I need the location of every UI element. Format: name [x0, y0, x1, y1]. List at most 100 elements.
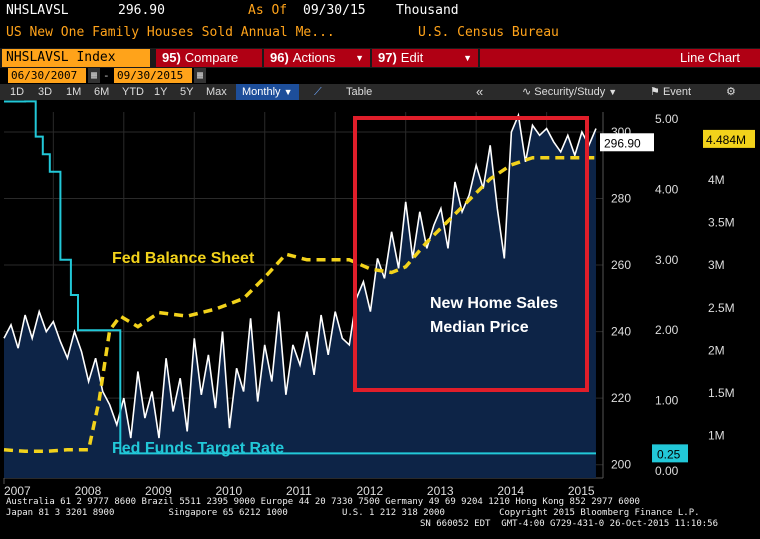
- price-axis-tick: 4M: [708, 173, 725, 187]
- series-layer: [3, 100, 597, 479]
- footer-line-2: Japan 81 3 3201 8900 Singapore 65 6212 1…: [6, 508, 700, 518]
- sales-area: [4, 115, 596, 479]
- sales-axis-tick: 200: [611, 458, 631, 472]
- date-dash: -: [103, 69, 110, 82]
- end-calendar-icon[interactable]: ▦: [194, 68, 206, 83]
- frequency-value: Monthly: [242, 86, 281, 98]
- price-chart: 2007 2008 2009 2010 2011 2012 2013 2014 2015 200…: [3, 100, 755, 496]
- range-max[interactable]: Max: [206, 86, 227, 98]
- as-of-label: As Of: [248, 3, 288, 18]
- rate-last-box: [652, 444, 688, 463]
- frequency-select[interactable]: Monthly ▼: [236, 84, 299, 100]
- footer: Australia 61 2 9777 8600 Brazil 5511 239…: [0, 496, 760, 539]
- fed-funds-label: Fed Funds Target Rate: [112, 440, 284, 457]
- edit-label: Edit: [400, 50, 424, 65]
- y-axes: 2002202402602803000.001.002.003.004.005.…: [611, 112, 735, 478]
- table-button[interactable]: Table: [346, 86, 373, 98]
- end-date[interactable]: 09/30/2015: [114, 68, 192, 83]
- compare-button[interactable]: 95) Compare: [156, 49, 262, 67]
- actions-button[interactable]: 96) Actions ▼: [264, 49, 370, 67]
- footer-line-1: Australia 61 2 9777 8600 Brazil 5511 239…: [6, 497, 640, 507]
- start-calendar-icon[interactable]: ▦: [88, 68, 100, 83]
- x-tick-label: 2009: [145, 484, 172, 496]
- x-tick-label: 2015: [568, 484, 595, 496]
- sales-line: [3, 112, 597, 439]
- compare-label: Compare: [184, 50, 239, 65]
- start-date[interactable]: 06/30/2007: [8, 68, 86, 83]
- x-tick-label: 2007: [4, 484, 31, 496]
- x-tick-label: 2014: [497, 484, 524, 496]
- x-tick-label: 2010: [216, 484, 243, 496]
- header-row-1: NHSLAVSL 296.90 As Of 09/30/15 Thousand: [0, 0, 760, 22]
- sales-axis-tick: 260: [611, 258, 631, 272]
- range-1d[interactable]: 1D: [10, 86, 25, 98]
- x-tick-label: 2011: [286, 484, 312, 496]
- last-value: 296.90: [118, 3, 165, 18]
- balance-axis-tick: 3.00: [655, 253, 679, 267]
- frequency-caret-icon: ▼: [283, 87, 293, 97]
- collapse-button[interactable]: «: [476, 84, 484, 99]
- compare-key: 95): [162, 50, 181, 65]
- security-study-caret-icon: ▼: [608, 87, 618, 97]
- last-value-labels: 296.90 4.484M 0.25: [600, 129, 755, 463]
- sales-last-value: 296.90: [604, 136, 641, 150]
- price-last-value: 4.484M: [706, 133, 746, 147]
- footer-line-3: SN 660052 EDT GMT-4:00 G729-431-0 26-Oct…: [420, 519, 719, 529]
- security-study-button[interactable]: ∿ Security/Study ▼: [522, 84, 617, 100]
- range-1m[interactable]: 1M: [66, 86, 82, 98]
- range-3d[interactable]: 3D: [38, 86, 53, 98]
- edit-key: 97): [378, 50, 397, 65]
- edit-caret-icon: ▼: [463, 53, 472, 63]
- x-tick-label: 2008: [75, 484, 102, 496]
- study-chart-icon: ∿: [522, 86, 532, 98]
- chart-type-button[interactable]: Line Chart: [480, 49, 760, 67]
- actions-label: Actions: [292, 50, 336, 65]
- units: Thousand: [396, 3, 459, 18]
- event-label: Event: [662, 86, 692, 98]
- sales-axis-tick: 280: [611, 192, 631, 206]
- price-last-box: [703, 129, 755, 148]
- x-tick-label: 2013: [427, 484, 454, 496]
- rate-last-value: 0.25: [657, 447, 681, 461]
- actions-key: 96): [270, 50, 289, 65]
- fed-funds-line: [4, 100, 596, 455]
- sales-axis-tick: 240: [611, 325, 631, 339]
- edit-button[interactable]: 97) Edit ▼: [372, 49, 478, 67]
- event-button[interactable]: ⚑ Event: [650, 84, 691, 100]
- balance-axis-tick: 5.00: [655, 112, 679, 126]
- range-ytd[interactable]: YTD: [122, 86, 144, 98]
- source: U.S. Census Bureau: [418, 25, 559, 40]
- range-6m[interactable]: 6M: [94, 86, 110, 98]
- ticker: NHSLAVSL: [6, 3, 69, 18]
- sales-axis-tick: 220: [611, 391, 631, 405]
- price-axis-tick: 1.5M: [708, 386, 735, 400]
- price-axis-tick: 3M: [708, 258, 725, 272]
- sales-label-line2: Median Price: [430, 319, 529, 336]
- index-field[interactable]: NHSLAVSL Index: [2, 49, 150, 67]
- security-study-label: Security/Study: [534, 86, 606, 98]
- range-5y[interactable]: 5Y: [180, 86, 194, 98]
- price-axis-tick: 2M: [708, 343, 725, 357]
- balance-axis-tick: 1.00: [655, 394, 679, 408]
- price-axis-tick: 3.5M: [708, 216, 735, 230]
- actions-caret-icon: ▼: [355, 53, 364, 63]
- range-1y[interactable]: 1Y: [154, 86, 168, 98]
- price-axis-tick: 1M: [708, 428, 725, 442]
- flag-icon: ⚑: [650, 86, 660, 98]
- sales-last-box: [600, 133, 654, 152]
- chart-line-icon[interactable]: ⟋: [314, 86, 322, 98]
- series-description: US New One Family Houses Sold Annual Me.…: [6, 25, 335, 40]
- x-tick-label: 2012: [356, 484, 383, 496]
- balance-axis-tick: 2.00: [655, 323, 679, 337]
- gear-icon[interactable]: ⚙: [726, 86, 736, 98]
- sales-label-line1: New Home Sales: [430, 295, 558, 312]
- as-of-date: 09/30/15: [303, 3, 366, 18]
- balance-axis-tick: 0.00: [655, 464, 679, 478]
- header-row-2: US New One Family Houses Sold Annual Me.…: [0, 22, 760, 44]
- price-axis-tick: 2.5M: [708, 301, 735, 315]
- range-bar: [0, 84, 760, 100]
- fed-balance-label: Fed Balance Sheet: [112, 250, 255, 267]
- x-axis-labels: 2007 2008 2009 2010 2011 2012 2013 2014 2015: [4, 484, 595, 496]
- highlight-box: [353, 116, 589, 392]
- balance-axis-tick: 4.00: [655, 182, 679, 196]
